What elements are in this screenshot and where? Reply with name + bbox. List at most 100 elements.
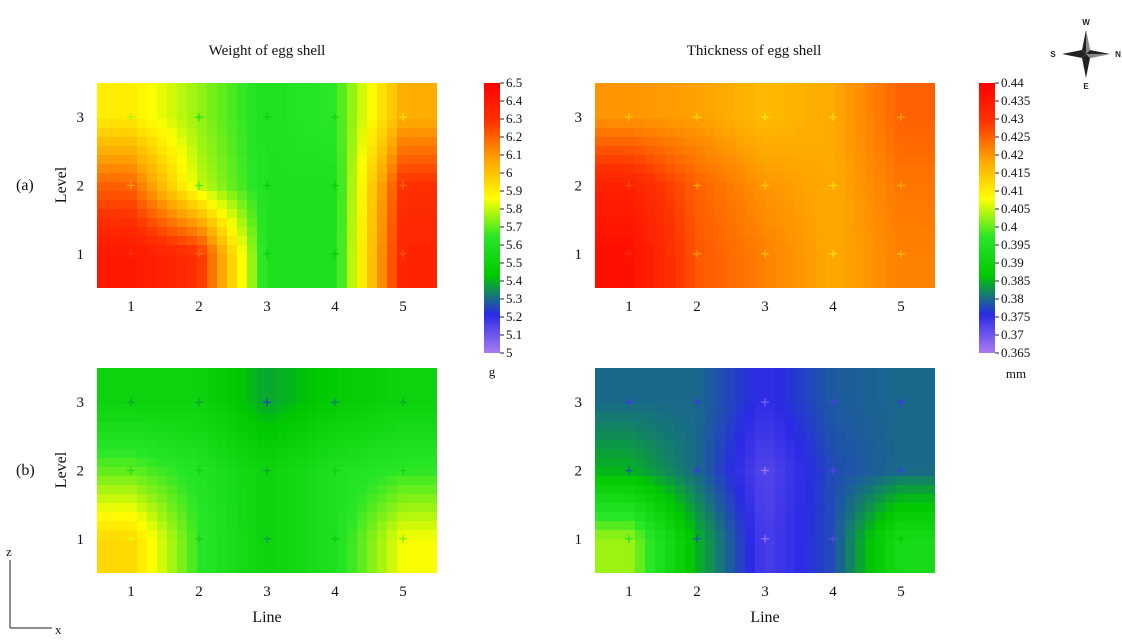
heatmap-cell <box>715 119 726 129</box>
heatmap-cell <box>287 263 298 273</box>
heatmap-cell <box>765 476 776 486</box>
colorbar-tick-label: 0.425 <box>1001 129 1030 144</box>
heatmap-cell <box>745 164 756 174</box>
heatmap-cell <box>317 110 328 120</box>
heatmap-cell <box>725 227 736 237</box>
heatmap-cell <box>347 386 358 396</box>
heatmap-cell <box>625 119 636 129</box>
heatmap-cell <box>157 200 168 210</box>
heatmap-cell <box>795 155 806 165</box>
heatmap-cell <box>825 191 836 201</box>
heatmap-cell <box>137 209 148 219</box>
heatmap-cell <box>695 386 706 396</box>
heatmap-cell <box>905 173 916 183</box>
heatmap-cell <box>237 137 248 147</box>
heatmap-cell <box>357 119 368 129</box>
heatmap-cell <box>297 101 308 111</box>
heatmap-cell <box>387 146 398 156</box>
heatmap-cell <box>427 557 437 567</box>
heatmap-cell <box>695 200 706 210</box>
heatmap-cell <box>177 164 188 174</box>
heatmap-cell <box>685 395 696 405</box>
heatmap-cell <box>815 539 826 549</box>
heatmap-cell <box>755 530 766 540</box>
heatmap-cell <box>795 182 806 192</box>
heatmap-cell <box>407 92 418 102</box>
heatmap-cell <box>267 83 278 93</box>
sample-point-marker <box>829 113 837 122</box>
heatmap-cell <box>147 110 158 120</box>
sample-point-marker <box>195 181 203 190</box>
heatmap-cell <box>615 281 626 288</box>
heatmap-cell <box>197 209 208 219</box>
heatmap-cell <box>307 539 318 549</box>
heatmap-cell <box>685 386 696 396</box>
heatmap-cell <box>665 377 676 387</box>
heatmap-cell <box>137 119 148 129</box>
heatmap-cell <box>675 236 686 246</box>
heatmap-cells <box>97 368 437 573</box>
heatmap-cell <box>187 137 198 147</box>
heatmap-cell <box>167 377 178 387</box>
heatmap-cell <box>237 281 248 288</box>
heatmap-cell <box>387 512 398 522</box>
heatmap-cell <box>705 557 716 567</box>
heatmap-cell <box>615 218 626 228</box>
heatmap-cell <box>317 92 328 102</box>
heatmap-cell <box>277 137 288 147</box>
heatmap-cell <box>187 548 198 558</box>
heatmap-cell <box>187 395 198 405</box>
heatmap-cell <box>327 128 338 138</box>
heatmap-cell <box>885 566 896 573</box>
heatmap-cell <box>207 137 218 147</box>
heatmap-cell <box>227 485 238 495</box>
heatmap-cell <box>427 191 437 201</box>
colorbar-tick-label: 6 <box>506 165 513 180</box>
heatmap-cell <box>147 218 158 228</box>
heatmap-cell <box>645 530 656 540</box>
heatmap-cell <box>197 200 208 210</box>
heatmap-cell <box>805 245 816 255</box>
heatmap-cell <box>327 110 338 120</box>
sample-point-marker <box>693 113 701 122</box>
heatmap-cell <box>147 566 158 573</box>
heatmap-cell <box>147 476 158 486</box>
heatmap-cell <box>267 245 278 255</box>
heatmap-cell <box>117 236 128 246</box>
heatmap-cell <box>267 494 278 504</box>
heatmap-cell <box>615 119 626 129</box>
heatmap-cell <box>387 530 398 540</box>
heatmap-cell <box>237 386 248 396</box>
heatmap-cell <box>157 146 168 156</box>
heatmap-cell <box>665 422 676 432</box>
heatmap-cell <box>297 263 308 273</box>
heatmap-cell <box>117 413 128 423</box>
heatmap-cell <box>865 173 876 183</box>
heatmap-cell <box>117 404 128 414</box>
heatmap-cell <box>925 395 935 405</box>
heatmap-cell <box>107 200 118 210</box>
heatmap-cell <box>197 164 208 174</box>
heatmap-cell <box>377 512 388 522</box>
y-tick-label: 1 <box>575 532 583 548</box>
heatmap-cell <box>855 431 866 441</box>
heatmap-cell <box>107 263 118 273</box>
heatmap-cell <box>635 530 646 540</box>
heatmap-cell <box>417 137 428 147</box>
heatmap-cell <box>397 413 408 423</box>
weight-title: Weight of egg shell <box>209 43 326 59</box>
heatmap-cell <box>685 101 696 111</box>
heatmap-cell <box>197 467 208 477</box>
heatmap-cell <box>297 128 308 138</box>
heatmap-cell <box>197 83 208 93</box>
heatmap-cell <box>795 503 806 513</box>
heatmap-cell <box>845 449 856 459</box>
x-tick-label: 3 <box>263 299 271 315</box>
heatmap-cell <box>835 539 846 549</box>
sample-point-marker <box>625 534 633 543</box>
heatmap-cell <box>655 368 666 378</box>
heatmap-cell <box>715 476 726 486</box>
heatmap-cell <box>137 476 148 486</box>
heatmap-cell <box>665 494 676 504</box>
heatmap-cell <box>745 191 756 201</box>
